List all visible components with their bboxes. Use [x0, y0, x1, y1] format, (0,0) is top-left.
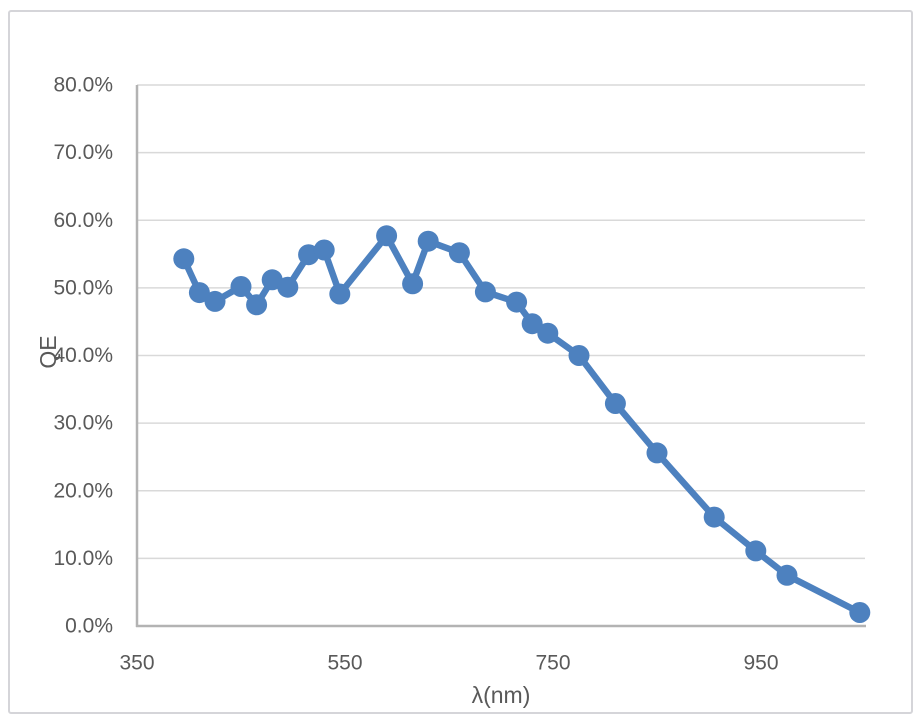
- data-point-marker: [537, 322, 559, 344]
- gridlines: [137, 84, 865, 560]
- data-point-marker: [646, 442, 668, 464]
- tick-labels: 0.0% 10.0% 20.0% 30.0% 40.0% 50.0% 60.0% 70.0% 8…: [53, 74, 778, 675]
- data-point-marker: [703, 506, 725, 528]
- y-tick-label: 40.0%: [53, 344, 113, 367]
- data-point-marker: [521, 313, 543, 335]
- axis-lines: [135, 85, 866, 628]
- data-point-marker: [204, 290, 226, 312]
- data-point-marker: [376, 225, 398, 247]
- data-point-marker: [173, 248, 195, 270]
- data-point-marker: [506, 291, 528, 313]
- y-axis-title: QE: [35, 335, 61, 368]
- y-tick-label: 10.0%: [53, 547, 113, 570]
- data-point-marker: [568, 345, 590, 366]
- chart-frame-border: [8, 10, 913, 714]
- data-point-marker: [474, 281, 496, 303]
- y-tick-label: 0.0%: [65, 615, 113, 638]
- data-point-marker: [402, 273, 424, 295]
- y-tick-label: 30.0%: [53, 412, 113, 435]
- data-point-marker: [230, 276, 252, 297]
- data-point-marker: [313, 239, 335, 261]
- qe-series: [173, 225, 871, 623]
- y-tick-label: 80.0%: [53, 74, 113, 97]
- y-tick-label: 60.0%: [53, 209, 113, 232]
- x-tick-label: 550: [327, 652, 362, 675]
- data-point-marker: [261, 269, 283, 291]
- x-tick-label: 950: [743, 652, 778, 675]
- x-tick-label: 750: [535, 652, 570, 675]
- data-point-marker: [417, 230, 439, 252]
- x-tick-label: 350: [119, 652, 154, 675]
- data-point-marker: [776, 564, 798, 586]
- data-point-marker: [604, 393, 626, 414]
- y-tick-label: 20.0%: [53, 479, 113, 502]
- y-tick-label: 50.0%: [53, 276, 113, 299]
- data-point-marker: [188, 282, 210, 304]
- data-point-marker: [849, 602, 871, 623]
- data-point-marker: [745, 540, 767, 562]
- x-axis-title: λ(nm): [472, 682, 531, 708]
- data-point-marker: [448, 242, 470, 264]
- y-tick-label: 70.0%: [53, 141, 113, 164]
- data-point-marker: [277, 276, 299, 298]
- data-point-marker: [246, 294, 268, 316]
- data-point-marker: [329, 283, 351, 305]
